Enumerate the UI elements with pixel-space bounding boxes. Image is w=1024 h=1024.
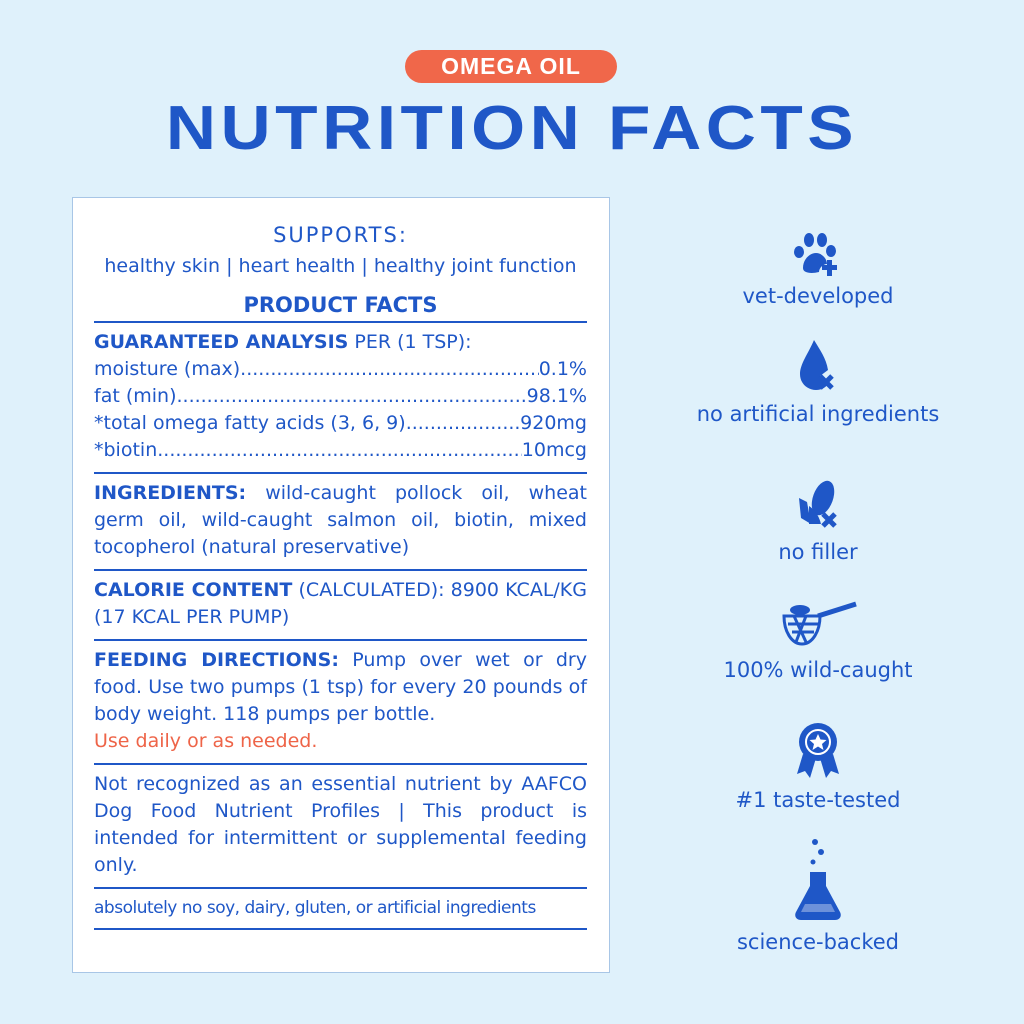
award-ribbon-icon [797, 723, 839, 778]
feeding-section: FEEDING DIRECTIONS: Pump over wet or dry… [94, 641, 587, 765]
feature-no-artificial: no artificial ingredients [660, 338, 976, 426]
feeding-note: Use daily or as needed. [94, 730, 318, 752]
drop-x-icon [800, 340, 834, 390]
analysis-label: *biotin [94, 439, 158, 461]
analysis-row: moisture (max) 0.1% [94, 356, 587, 383]
feature-label: no artificial ingredients [696, 402, 940, 426]
feature-label: #1 taste-tested [735, 788, 901, 812]
feature-label: vet-developed [742, 284, 894, 308]
analysis-row: fat (min) 98.1% [94, 383, 587, 410]
feature-label: science-backed [736, 930, 899, 954]
feature-taste-tested: #1 taste-tested [660, 720, 976, 812]
analysis-label: *total omega fatty acids (3, 6, 9) [94, 412, 406, 434]
feature-vet-developed: vet-developed [660, 232, 976, 308]
analysis-value: 10mcg [521, 439, 587, 461]
feeding-text: Pump over wet or dry food. Use two pumps… [94, 649, 587, 725]
disclaimer: Not recognized as an essential nutrient … [94, 765, 587, 889]
feeding-heading: FEEDING DIRECTIONS: [94, 649, 339, 671]
product-facts-heading: PRODUCT FACTS [94, 292, 587, 323]
page-title: NUTRITION FACTS [165, 94, 859, 163]
analysis-value: 98.1% [526, 385, 587, 407]
paw-plus-icon [794, 233, 837, 276]
analysis-per: PER (1 TSP): [348, 331, 472, 353]
feature-label: 100% wild-caught [723, 658, 913, 682]
analysis-row: *total omega fatty acids (3, 6, 9) 920mg [94, 410, 587, 437]
feature-wild-caught: 100% wild-caught [660, 600, 976, 682]
feature-science-backed: science-backed [660, 838, 976, 954]
supports-heading: SUPPORTS: [273, 223, 408, 247]
guaranteed-analysis: GUARANTEED ANALYSIS PER (1 TSP): moistur… [94, 323, 587, 474]
nutrition-card: SUPPORTS: healthy skin | heart health | … [72, 197, 610, 973]
ingredients-heading: INGREDIENTS: [94, 482, 247, 504]
flask-icon [795, 839, 841, 920]
calorie-text: (CALCULATED): 8900 KCAL/KG (17 KCAL PER … [94, 579, 587, 628]
analysis-row: *biotin 10mcg [94, 437, 587, 464]
free-from-note: absolutely no soy, dairy, gluten, or art… [94, 889, 587, 930]
corn-x-icon [799, 480, 837, 528]
analysis-heading: GUARANTEED ANALYSIS [94, 331, 349, 353]
analysis-value: 0.1% [538, 358, 587, 380]
calorie-section: CALORIE CONTENT (CALCULATED): 8900 KCAL/… [94, 571, 587, 641]
analysis-label: fat (min) [94, 385, 177, 407]
fish-net-icon [782, 601, 857, 646]
supports-list: healthy skin | heart health | healthy jo… [104, 255, 577, 277]
ingredients-section: INGREDIENTS: wild-caught pollock oil, wh… [94, 474, 587, 571]
ingredients-text: wild-caught pollock oil, wheat germ oil,… [94, 482, 587, 558]
analysis-value: 920mg [520, 412, 587, 434]
feature-label: no filler [778, 540, 858, 564]
product-badge: OMEGA OIL [405, 50, 617, 83]
feature-no-filler: no filler [660, 476, 976, 564]
analysis-label: moisture (max) [94, 358, 241, 380]
calorie-heading: CALORIE CONTENT [94, 579, 293, 601]
